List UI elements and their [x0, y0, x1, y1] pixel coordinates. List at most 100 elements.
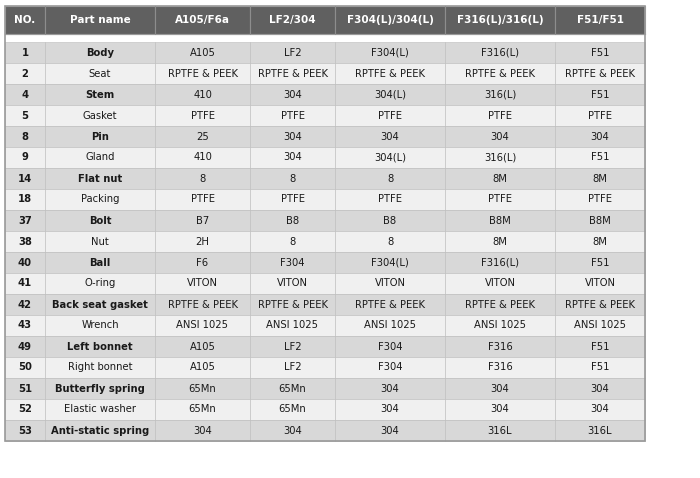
Text: 316(L): 316(L)	[484, 89, 516, 99]
Text: 304: 304	[591, 404, 610, 414]
Text: PTFE: PTFE	[378, 195, 402, 205]
Text: 1: 1	[22, 47, 29, 57]
Text: Part name: Part name	[69, 15, 130, 25]
Text: B7: B7	[196, 216, 209, 226]
Text: LF2: LF2	[284, 341, 301, 351]
Text: VITON: VITON	[584, 279, 615, 289]
Bar	[155, 189, 250, 210]
Bar	[155, 357, 250, 378]
Bar	[250, 378, 335, 399]
Bar	[5, 168, 45, 189]
Text: F304: F304	[378, 362, 402, 372]
Bar	[445, 63, 555, 84]
Bar	[5, 336, 45, 357]
Bar	[155, 168, 250, 189]
Bar	[45, 231, 155, 252]
Bar	[445, 399, 555, 420]
Text: 2H: 2H	[195, 237, 209, 247]
Bar	[155, 105, 250, 126]
Text: F316: F316	[488, 341, 512, 351]
Text: B8M: B8M	[489, 216, 511, 226]
Text: 65Mn: 65Mn	[188, 383, 216, 393]
Bar	[335, 168, 445, 189]
Bar	[155, 84, 250, 105]
Text: 304: 304	[193, 425, 212, 435]
Bar	[445, 294, 555, 315]
Text: Stem: Stem	[85, 89, 115, 99]
Bar	[45, 189, 155, 210]
Bar	[5, 6, 45, 34]
Text: Back seat gasket: Back seat gasket	[52, 300, 148, 309]
Text: LF2: LF2	[284, 362, 301, 372]
Bar	[45, 315, 155, 336]
Text: Seat: Seat	[89, 68, 111, 78]
Bar	[250, 42, 335, 63]
Text: 9: 9	[22, 152, 29, 163]
Text: 316L: 316L	[588, 425, 612, 435]
Bar	[250, 105, 335, 126]
Text: F51: F51	[591, 362, 609, 372]
Text: Nut: Nut	[91, 237, 109, 247]
Text: 410: 410	[193, 152, 212, 163]
Text: F51/F51: F51/F51	[577, 15, 624, 25]
Bar	[555, 210, 645, 231]
Text: RPTFE & PEEK: RPTFE & PEEK	[565, 300, 635, 309]
Text: 304: 304	[381, 131, 400, 141]
Text: VITON: VITON	[374, 279, 405, 289]
Text: RPTFE & PEEK: RPTFE & PEEK	[167, 300, 237, 309]
Text: 25: 25	[196, 131, 209, 141]
Bar	[335, 294, 445, 315]
Bar	[45, 378, 155, 399]
Bar	[555, 84, 645, 105]
Text: RPTFE & PEEK: RPTFE & PEEK	[465, 68, 535, 78]
Bar	[335, 252, 445, 273]
Text: Body: Body	[86, 47, 114, 57]
Text: 304: 304	[283, 425, 302, 435]
Text: Gland: Gland	[85, 152, 115, 163]
Bar	[555, 378, 645, 399]
Bar	[5, 105, 45, 126]
Text: Right bonnet: Right bonnet	[68, 362, 132, 372]
Bar	[5, 126, 45, 147]
Text: O-ring: O-ring	[84, 279, 116, 289]
Text: 43: 43	[18, 321, 32, 330]
Text: Anti-static spring: Anti-static spring	[51, 425, 149, 435]
Bar	[155, 294, 250, 315]
Text: 65Mn: 65Mn	[188, 404, 216, 414]
Bar	[555, 189, 645, 210]
Text: F51: F51	[591, 89, 609, 99]
Bar	[555, 273, 645, 294]
Text: 42: 42	[18, 300, 32, 309]
Bar	[555, 168, 645, 189]
Bar	[555, 147, 645, 168]
Text: F304: F304	[280, 258, 304, 268]
Bar	[155, 273, 250, 294]
Text: Elastic washer: Elastic washer	[64, 404, 136, 414]
Bar	[555, 315, 645, 336]
Bar	[5, 420, 45, 441]
Bar	[445, 273, 555, 294]
Text: 304: 304	[491, 404, 510, 414]
Text: 304: 304	[381, 383, 400, 393]
Bar	[335, 63, 445, 84]
Bar	[445, 126, 555, 147]
Bar	[335, 336, 445, 357]
Bar	[335, 210, 445, 231]
Bar	[155, 63, 250, 84]
Text: RPTFE & PEEK: RPTFE & PEEK	[258, 300, 328, 309]
Text: A105: A105	[190, 341, 216, 351]
Bar	[250, 63, 335, 84]
Text: ANSI 1025: ANSI 1025	[574, 321, 626, 330]
Bar	[155, 126, 250, 147]
Bar	[5, 294, 45, 315]
Bar	[445, 6, 555, 34]
Bar	[250, 336, 335, 357]
Bar	[445, 105, 555, 126]
Bar	[5, 252, 45, 273]
Text: F316(L)/316(L): F316(L)/316(L)	[456, 15, 543, 25]
Text: 4: 4	[22, 89, 29, 99]
Text: PTFE: PTFE	[378, 110, 402, 120]
Text: F316(L): F316(L)	[481, 258, 519, 268]
Text: F51: F51	[591, 47, 609, 57]
Text: Butterfly spring: Butterfly spring	[55, 383, 145, 393]
